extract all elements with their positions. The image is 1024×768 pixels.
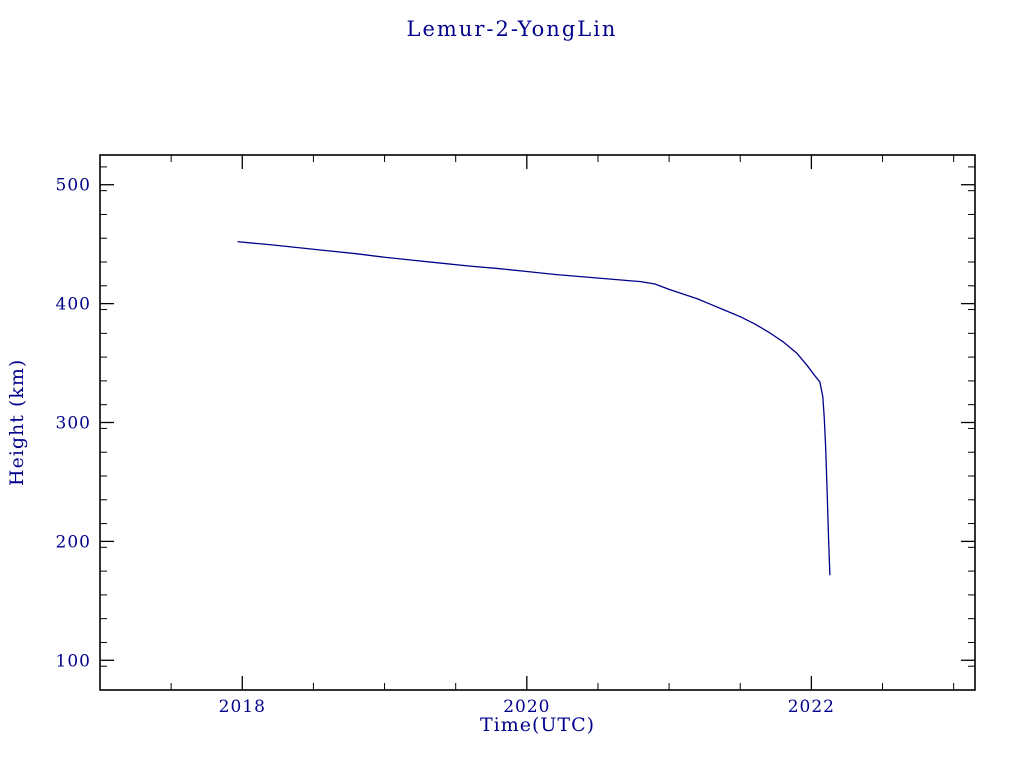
x-axis-label: Time(UTC) bbox=[479, 714, 596, 736]
y-tick-label: 200 bbox=[56, 532, 91, 552]
height-series-line bbox=[237, 241, 831, 576]
y-tick-label: 300 bbox=[56, 414, 91, 434]
x-tick-label: 2020 bbox=[503, 697, 550, 717]
x-tick-label: 2018 bbox=[219, 697, 266, 717]
axis-frame bbox=[99, 154, 976, 691]
x-tick-label: 2022 bbox=[788, 697, 835, 717]
y-tick-label: 100 bbox=[56, 651, 91, 671]
y-tick-label: 500 bbox=[56, 176, 91, 196]
y-tick-label: 400 bbox=[56, 295, 91, 315]
chart-title: Lemur-2-YongLin bbox=[406, 17, 618, 41]
